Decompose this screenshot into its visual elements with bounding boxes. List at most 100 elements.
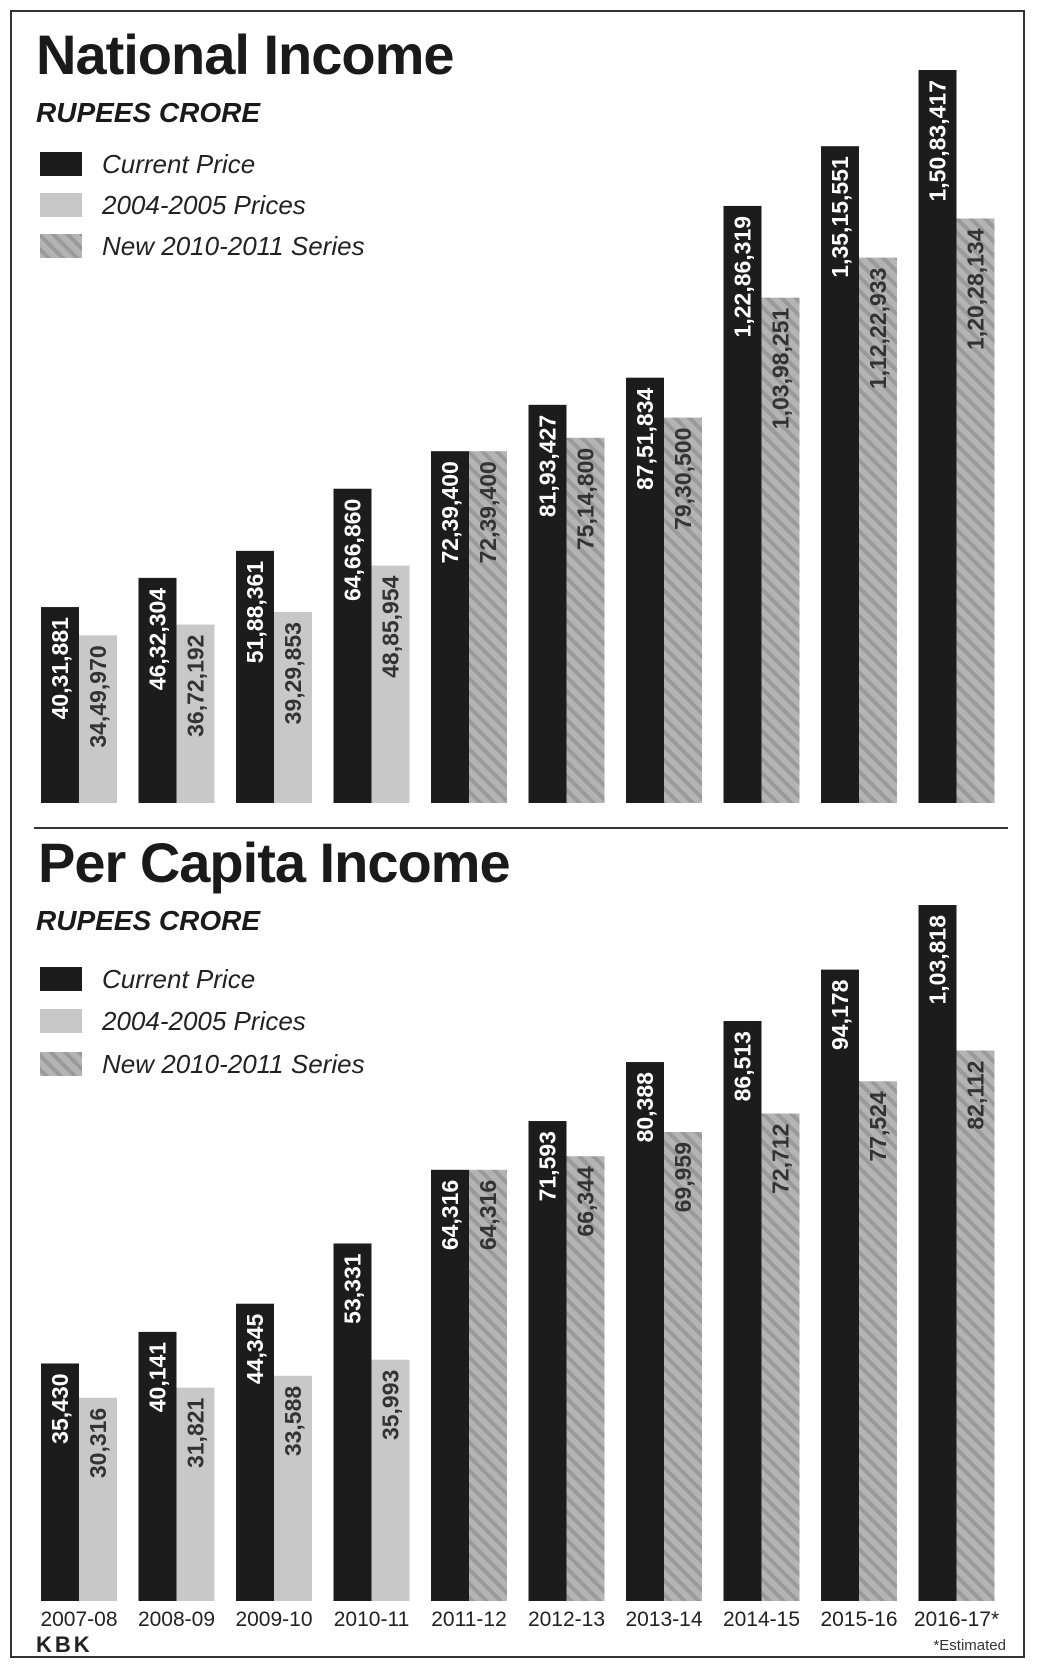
bar-series-2010-2013-14 xyxy=(664,417,702,803)
value-label-second-2012-13: 75,14,800 xyxy=(573,448,599,550)
legend-swatch-2010-series xyxy=(40,1052,82,1076)
bar-series-2010-2012-13 xyxy=(566,1156,605,1601)
value-label-second-2007-08: 30,316 xyxy=(85,1408,111,1478)
bar-series-2010-2012-13 xyxy=(566,437,605,803)
bar-current-2007-08 xyxy=(41,1363,79,1601)
value-label-current-2016-17: 1,50,83,417 xyxy=(925,80,951,202)
value-label-second-2016-17: 1,20,28,134 xyxy=(963,228,989,350)
legend-swatch-2010-series xyxy=(40,234,82,258)
value-label-current-2011-12: 72,39,400 xyxy=(437,461,463,563)
bar-series-2010-2011-12 xyxy=(469,451,507,803)
category-label-2011-12: 2011-12 xyxy=(431,1608,507,1631)
national-income-bars: 40,31,881 34,49,970 46,32,304 36,72,192 51,8… xyxy=(41,70,995,803)
value-label-second-2010-11: 48,85,954 xyxy=(378,575,404,678)
value-label-current-2015-16: 1,35,15,551 xyxy=(827,156,853,278)
value-label-second-2009-10: 33,588 xyxy=(280,1386,306,1457)
value-label-current-2014-15: 1,22,86,319 xyxy=(730,216,756,338)
value-label-current-2009-10: 44,345 xyxy=(242,1314,268,1385)
bar-prices-2004-2008-09 xyxy=(176,624,215,803)
bar-series-2010-2015-16 xyxy=(859,257,897,803)
value-label-second-2011-12: 72,39,400 xyxy=(475,461,501,563)
bar-current-2013-14 xyxy=(626,377,664,803)
value-label-second-2007-08: 34,49,970 xyxy=(85,645,111,747)
value-label-current-2011-12: 64,316 xyxy=(437,1180,463,1250)
value-label-current-2008-09: 40,141 xyxy=(145,1342,171,1413)
value-label-current-2008-09: 46,32,304 xyxy=(145,588,171,691)
category-label-2015-16: 2015-16 xyxy=(820,1608,897,1631)
bar-current-2016-17 xyxy=(918,905,957,1601)
bar-series-2010-2014-15 xyxy=(761,297,800,803)
category-axis: 2007-08 2008-09 2009-10 2010-11 2011-12 2012-… xyxy=(40,1608,999,1631)
value-label-current-2010-11: 53,331 xyxy=(340,1253,366,1324)
income-charts: National Income RUPEES CRORE Current Pri… xyxy=(34,23,1008,1657)
bar-prices-2004-2007-08 xyxy=(79,635,117,803)
bar-prices-2004-2010-11 xyxy=(371,565,410,803)
bar-current-2014-15 xyxy=(723,1021,762,1601)
legend-label-2004-prices: 2004-2005 Prices xyxy=(101,1006,306,1036)
value-label-current-2016-17: 1,03,818 xyxy=(925,915,951,1005)
value-label-current-2014-15: 86,513 xyxy=(730,1031,756,1101)
bar-current-2011-12 xyxy=(431,1169,469,1601)
category-label-2012-13: 2012-13 xyxy=(528,1608,605,1631)
estimated-note: *Estimated xyxy=(933,1637,1006,1654)
value-label-second-2008-09: 31,821 xyxy=(183,1397,209,1468)
bar-series-2010-2014-15 xyxy=(761,1113,800,1601)
value-label-current-2010-11: 64,66,860 xyxy=(340,499,366,601)
value-label-current-2009-10: 51,88,361 xyxy=(242,561,268,664)
bar-current-2016-17 xyxy=(918,70,957,803)
value-label-current-2012-13: 81,93,427 xyxy=(535,415,561,517)
value-label-current-2013-14: 80,388 xyxy=(632,1072,658,1143)
value-label-second-2014-15: 1,03,98,251 xyxy=(768,307,794,429)
bar-series-2010-2015-16 xyxy=(859,1081,897,1601)
legend-label-current: Current Price xyxy=(102,964,255,994)
value-label-second-2014-15: 72,712 xyxy=(768,1124,794,1194)
bar-prices-2004-2009-10 xyxy=(274,1375,312,1601)
bar-current-2007-08 xyxy=(41,607,79,803)
category-label-2013-14: 2013-14 xyxy=(625,1608,702,1631)
bar-series-2010-2013-14 xyxy=(664,1131,702,1601)
national-income-subtitle: RUPEES CRORE xyxy=(36,97,261,128)
bar-current-2015-16 xyxy=(821,146,859,803)
value-label-second-2013-14: 69,959 xyxy=(670,1142,696,1212)
bar-current-2013-14 xyxy=(626,1062,664,1601)
bar-prices-2004-2010-11 xyxy=(371,1359,410,1601)
value-label-second-2008-09: 36,72,192 xyxy=(183,635,209,737)
value-label-second-2015-16: 77,524 xyxy=(865,1091,891,1162)
bar-current-2012-13 xyxy=(528,1121,567,1601)
credit-text: KBK xyxy=(36,1632,93,1657)
bar-prices-2004-2008-09 xyxy=(176,1387,215,1601)
category-label-2007-08: 2007-08 xyxy=(40,1608,117,1631)
bar-current-2014-15 xyxy=(723,205,762,803)
value-label-second-2012-13: 66,344 xyxy=(573,1166,599,1237)
bar-series-2010-2016-17 xyxy=(956,1050,995,1601)
legend-swatch-current xyxy=(40,152,82,176)
value-label-second-2013-14: 79,30,500 xyxy=(670,428,696,530)
value-label-second-2009-10: 39,29,853 xyxy=(280,622,306,724)
bar-series-2010-2011-12 xyxy=(469,1169,507,1601)
category-label-2010-11: 2010-11 xyxy=(334,1608,410,1631)
value-label-current-2012-13: 71,593 xyxy=(535,1131,561,1201)
legend-swatch-current xyxy=(40,967,82,991)
value-label-current-2007-08: 40,31,881 xyxy=(47,617,73,720)
per-capita-income-bars: 35,430 30,316 40,141 31,821 44,345 33,588 53,3… xyxy=(41,905,995,1601)
infographic-frame: National Income RUPEES CRORE Current Pri… xyxy=(10,10,1025,1658)
legend-swatch-2004-prices xyxy=(40,1009,82,1033)
national-income-legend: Current Price 2004-2005 Prices New 2010-… xyxy=(40,149,365,261)
bar-prices-2004-2009-10 xyxy=(274,612,312,803)
legend-label-current: Current Price xyxy=(102,149,255,179)
category-label-2016-17: 2016-17* xyxy=(914,1608,999,1631)
bar-current-2009-10 xyxy=(236,1303,274,1601)
bar-current-2015-16 xyxy=(821,969,859,1601)
bar-current-2008-09 xyxy=(138,577,177,803)
bar-current-2010-11 xyxy=(333,488,372,803)
bar-current-2012-13 xyxy=(528,404,567,803)
bar-current-2009-10 xyxy=(236,550,274,803)
bar-prices-2004-2007-08 xyxy=(79,1397,117,1601)
per-capita-income-title: Per Capita Income xyxy=(38,831,510,894)
value-label-current-2015-16: 94,178 xyxy=(827,979,853,1050)
bar-current-2011-12 xyxy=(431,451,469,803)
per-capita-income-legend: Current Price 2004-2005 Prices New 2010-… xyxy=(40,964,365,1079)
category-label-2014-15: 2014-15 xyxy=(723,1608,800,1631)
legend-swatch-2004-prices xyxy=(40,193,82,217)
value-label-second-2015-16: 1,12,22,933 xyxy=(865,268,891,390)
